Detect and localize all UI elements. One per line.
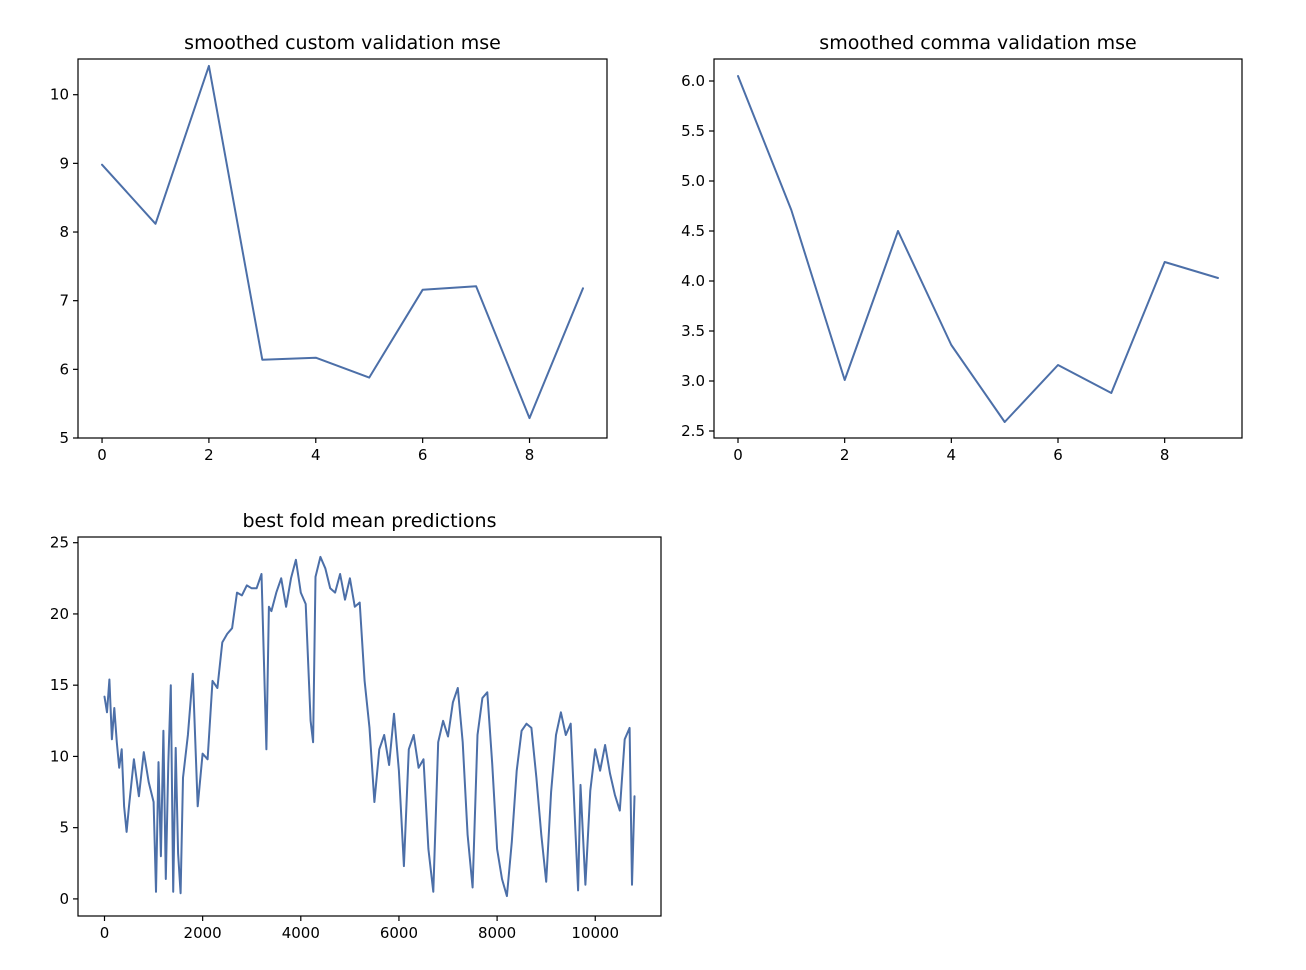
x-tick-label: 0 — [100, 924, 110, 942]
series-custom — [101, 64, 584, 420]
y-tick-label: 7 — [59, 292, 69, 310]
x-tick-label: 4000 — [282, 924, 320, 942]
series-line — [101, 64, 584, 420]
y-tick-label: 9 — [59, 154, 69, 172]
x-tick-label: 2 — [840, 446, 850, 464]
chart-best-fold-predictions: best fold mean predictions 0 2000 4000 6000… — [50, 510, 662, 942]
chart-title-predictions: best fold mean predictions — [243, 510, 497, 532]
plot-frame-custom — [77, 58, 608, 439]
x-tick-label: 6000 — [380, 924, 418, 942]
y-tick-label: 10 — [50, 747, 69, 765]
y-tick-label: 0 — [59, 890, 69, 908]
chart-custom-validation-mse: smoothed custom validation mse 0 2 4 6 8 5 6 7… — [50, 32, 608, 464]
x-tick-label: 0 — [97, 446, 107, 464]
x-tick-label: 10000 — [571, 924, 619, 942]
x-tick-label: 6 — [418, 446, 428, 464]
x-ticks-comma: 0 2 4 6 8 — [733, 438, 1169, 464]
y-tick-label: 8 — [59, 223, 69, 241]
y-tick-label: 3.5 — [681, 322, 705, 340]
x-tick-label: 4 — [947, 446, 957, 464]
x-ticks-predictions: 0 2000 4000 6000 8000 10000 — [100, 916, 619, 942]
x-tick-label: 2 — [204, 446, 214, 464]
x-tick-label: 0 — [733, 446, 743, 464]
y-tick-label: 5.5 — [681, 122, 705, 140]
y-ticks-predictions: 0 5 10 15 20 25 — [50, 534, 78, 908]
y-tick-label: 15 — [50, 676, 69, 694]
x-tick-label: 4 — [311, 446, 321, 464]
y-ticks-comma: 2.5 3.0 3.5 4.0 4.5 5.0 5.5 6.0 — [681, 72, 714, 440]
x-tick-label: 8000 — [478, 924, 516, 942]
y-tick-label: 5 — [59, 429, 69, 447]
x-ticks-custom: 0 2 4 6 8 — [97, 438, 534, 464]
y-tick-label: 3.0 — [681, 372, 705, 390]
y-ticks-custom: 5 6 7 8 9 10 — [50, 86, 78, 447]
y-tick-label: 4.0 — [681, 272, 705, 290]
y-tick-label: 6.0 — [681, 72, 705, 90]
x-tick-label: 8 — [1160, 446, 1170, 464]
y-tick-label: 4.5 — [681, 222, 705, 240]
x-tick-label: 8 — [525, 446, 535, 464]
x-tick-label: 6 — [1053, 446, 1063, 464]
x-tick-label: 2000 — [184, 924, 222, 942]
y-tick-label: 25 — [50, 534, 69, 552]
y-tick-label: 5 — [59, 819, 69, 837]
series-comma — [737, 75, 1219, 423]
y-tick-label: 20 — [50, 605, 69, 623]
y-tick-label: 6 — [59, 360, 69, 378]
chart-title-custom: smoothed custom validation mse — [184, 32, 501, 54]
series-line — [103, 555, 636, 898]
y-tick-label: 5.0 — [681, 172, 705, 190]
plot-frame-comma — [713, 58, 1243, 439]
y-tick-label: 10 — [50, 86, 69, 104]
chart-title-comma: smoothed comma validation mse — [819, 32, 1136, 54]
series-line — [737, 75, 1219, 423]
y-tick-label: 2.5 — [681, 422, 705, 440]
series-predictions — [103, 555, 636, 898]
chart-comma-validation-mse: smoothed comma validation mse 0 2 4 6 8 2.5 3… — [681, 32, 1243, 464]
